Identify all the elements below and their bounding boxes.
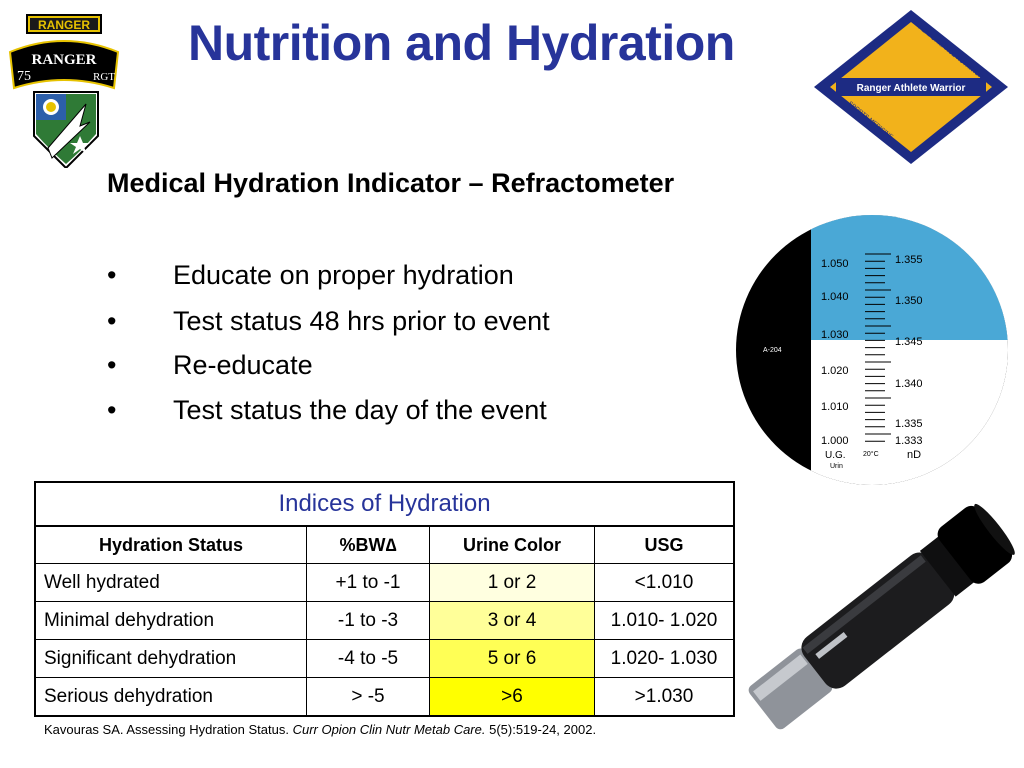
table-row: Significant dehydration -4 to -5 5 or 6 … (34, 639, 735, 678)
header-urine-color: Urine Color (429, 525, 595, 564)
scale-left-unit: U.G. (825, 450, 846, 461)
scale-right-2: 1.345 (895, 336, 923, 348)
cell-bw: +1 to -1 (306, 563, 430, 602)
bullet-item: • Re-educate (107, 350, 313, 381)
table-title-row: Indices of Hydration (34, 481, 735, 527)
bullet-text: Educate on proper hydration (173, 260, 514, 290)
bullet-symbol: • (107, 350, 117, 380)
citation-suffix: 5(5):519-24, 2002. (485, 722, 597, 737)
table-row: Serious dehydration > -5 >6 >1.030 (34, 677, 735, 717)
scale-right-3: 1.340 (895, 378, 923, 390)
bullet-item: • Educate on proper hydration (107, 260, 514, 291)
lightning-bolt-icon (47, 103, 91, 159)
section-heading: Medical Hydration Indicator – Refractome… (107, 168, 675, 198)
ranger-regiment-logo: RANGER RANGER 75 RGT (8, 14, 120, 168)
scale-left-0: 1.050 (821, 258, 849, 270)
bullet-symbol: • (107, 260, 117, 290)
header-hydration-status: Hydration Status (34, 525, 307, 564)
scale-left-sub: Urin (830, 463, 843, 470)
cell-status: Well hydrated (34, 563, 307, 602)
cell-usg: >1.030 (594, 677, 735, 717)
ranger-tab-text: RANGER (38, 18, 90, 32)
scale-right-unit: nD (907, 449, 921, 461)
cell-urine: 1 or 2 (429, 563, 595, 602)
ranger-scroll-right: RGT (93, 71, 115, 83)
scale-left-4: 1.010 (821, 401, 849, 413)
scale-left-3: 1.020 (821, 365, 849, 377)
table-row: Minimal dehydration -1 to -3 3 or 4 1.01… (34, 601, 735, 640)
scale-right-0: 1.355 (895, 254, 923, 266)
ranger-scroll-text: RANGER (31, 52, 96, 68)
bullet-item: • Test status 48 hrs prior to event (107, 306, 550, 337)
header-usg: USG (594, 525, 735, 564)
scale-left-5: 1.000 (821, 435, 849, 447)
diamond-center-text: Ranger Athlete Warrior (857, 83, 966, 94)
refractometer-device-image (748, 503, 1015, 730)
cell-bw: -4 to -5 (306, 639, 430, 678)
page-title: Nutrition and Hydration (188, 15, 735, 71)
cell-bw: -1 to -3 (306, 601, 430, 640)
scale-right-5: 1.333 (895, 435, 923, 447)
table-row: Well hydrated +1 to -1 1 or 2 <1.010 (34, 563, 735, 602)
ranger-scroll-left: 75 (17, 69, 31, 84)
scale-right-4: 1.335 (895, 418, 923, 430)
bullet-text: Test status the day of the event (173, 395, 547, 425)
citation: Kavouras SA. Assessing Hydration Status.… (44, 722, 596, 737)
table-header-row: Hydration Status %BW∆ Urine Color USG (34, 525, 735, 564)
cell-usg: 1.020- 1.030 (594, 639, 735, 678)
hydration-indices-table: Indices of Hydration Hydration Status %B… (34, 481, 735, 717)
cell-usg: <1.010 (594, 563, 735, 602)
scale-right-1: 1.350 (895, 295, 923, 307)
bullet-item: • Test status the day of the event (107, 395, 547, 426)
bullet-symbol: • (107, 306, 117, 336)
bullet-text: Test status 48 hrs prior to event (173, 306, 550, 336)
cell-status: Minimal dehydration (34, 601, 307, 640)
citation-journal: Curr Opion Clin Nutr Metab Care. (292, 722, 486, 737)
cell-urine: 5 or 6 (429, 639, 595, 678)
bullet-symbol: • (107, 395, 117, 425)
ranger-athlete-warrior-logo: Ranger Athlete Warrior FUNCTIONAL FITNES… (814, 10, 1008, 164)
bullet-text: Re-educate (173, 350, 313, 380)
refractometer-scale-image: A-204 1.050 1.040 1.030 1.020 1.010 1.00… (736, 215, 1008, 485)
scale-left-1: 1.040 (821, 291, 849, 303)
table-title: Indices of Hydration (34, 481, 735, 527)
header-bw: %BW∆ (306, 525, 430, 564)
refractometer-model: A-204 (763, 347, 782, 354)
cell-bw: > -5 (306, 677, 430, 717)
citation-prefix: Kavouras SA. Assessing Hydration Status. (44, 722, 293, 737)
cell-status: Serious dehydration (34, 677, 307, 717)
cell-status: Significant dehydration (34, 639, 307, 678)
scale-left-2: 1.030 (821, 329, 849, 341)
scale-temp: 20°C (863, 450, 879, 458)
cell-urine: 3 or 4 (429, 601, 595, 640)
cell-urine: >6 (429, 677, 595, 717)
cell-usg: 1.010- 1.020 (594, 601, 735, 640)
